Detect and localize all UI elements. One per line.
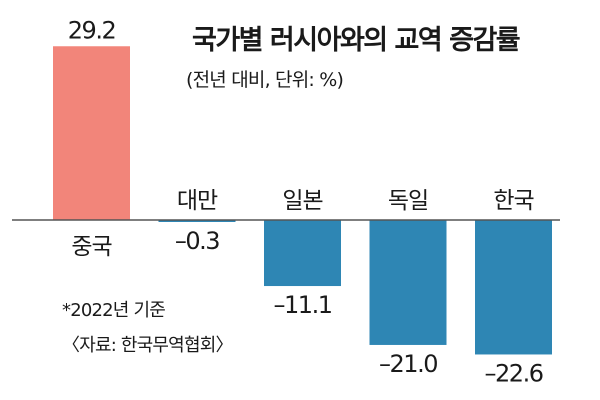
bar-3	[369, 220, 447, 345]
category-label-0: 중국	[71, 234, 111, 260]
value-label-1: –0.3	[175, 227, 219, 255]
chart-title: 국가별 러시아와의 교역 증감률	[192, 25, 521, 56]
bar-0	[53, 46, 130, 221]
bar-2	[264, 220, 341, 287]
category-label-3: 독일	[388, 188, 428, 214]
category-label-2: 일본	[282, 188, 322, 214]
value-label-4: –22.6	[485, 359, 543, 387]
value-label-3: –21.0	[379, 350, 437, 378]
bar-1	[158, 220, 236, 222]
bar-4	[475, 220, 552, 355]
category-label-4: 한국	[493, 188, 533, 214]
source-note: 〈자료: 한국무역협회〉	[62, 335, 233, 356]
category-label-1: 대만	[177, 188, 218, 214]
basis-note: *2022년 기준	[62, 300, 166, 321]
value-label-0: 29.2	[68, 16, 115, 44]
value-label-2: –11.1	[274, 291, 332, 319]
chart-subtitle: (전년 대비, 단위: %)	[186, 69, 344, 91]
